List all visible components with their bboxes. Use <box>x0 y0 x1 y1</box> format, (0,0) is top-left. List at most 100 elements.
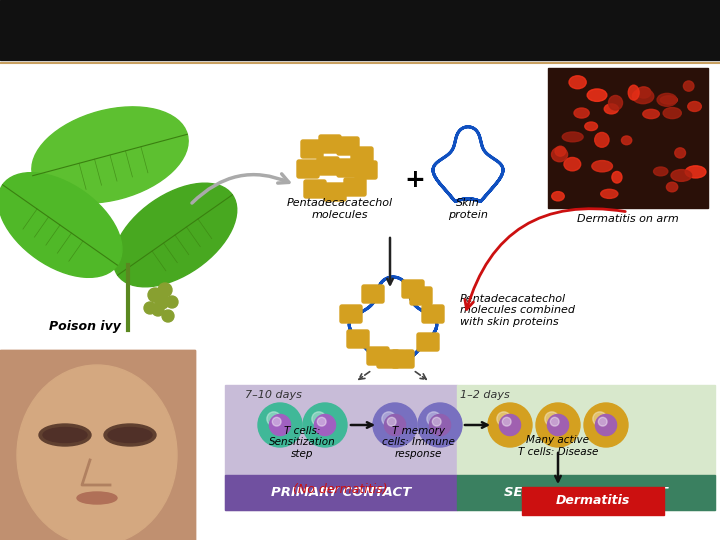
Ellipse shape <box>108 428 152 442</box>
FancyBboxPatch shape <box>522 487 664 515</box>
Circle shape <box>272 417 281 426</box>
FancyBboxPatch shape <box>337 159 359 177</box>
Circle shape <box>500 414 521 436</box>
Ellipse shape <box>32 107 188 203</box>
Bar <box>457 385 715 510</box>
Text: T cells:
Sensitization
step: T cells: Sensitization step <box>269 426 336 459</box>
Bar <box>225 475 457 510</box>
Circle shape <box>384 414 405 436</box>
Circle shape <box>593 412 607 426</box>
Bar <box>548 68 708 208</box>
Ellipse shape <box>0 173 122 278</box>
Text: Dermatitis on arm: Dermatitis on arm <box>577 214 679 224</box>
Text: +: + <box>405 168 426 192</box>
Ellipse shape <box>629 85 639 100</box>
FancyBboxPatch shape <box>367 347 389 365</box>
Ellipse shape <box>688 102 701 111</box>
Circle shape <box>387 417 396 426</box>
Ellipse shape <box>43 428 87 442</box>
Circle shape <box>429 414 451 436</box>
FancyBboxPatch shape <box>422 305 444 323</box>
Ellipse shape <box>675 148 685 158</box>
Ellipse shape <box>552 192 564 201</box>
Circle shape <box>550 417 559 426</box>
Circle shape <box>488 403 532 447</box>
Ellipse shape <box>588 89 607 102</box>
Ellipse shape <box>643 109 660 119</box>
FancyBboxPatch shape <box>402 280 424 298</box>
Circle shape <box>148 288 162 302</box>
FancyBboxPatch shape <box>344 178 366 196</box>
Ellipse shape <box>574 108 589 118</box>
Circle shape <box>162 310 174 322</box>
Circle shape <box>547 414 569 436</box>
FancyBboxPatch shape <box>347 330 369 348</box>
Ellipse shape <box>657 93 677 106</box>
Bar <box>0 350 195 540</box>
FancyBboxPatch shape <box>362 285 384 303</box>
FancyArrowPatch shape <box>192 174 289 203</box>
Ellipse shape <box>564 158 581 171</box>
Ellipse shape <box>600 190 618 198</box>
Ellipse shape <box>608 96 623 110</box>
Circle shape <box>536 403 580 447</box>
FancyBboxPatch shape <box>337 137 359 155</box>
Ellipse shape <box>671 170 692 181</box>
Ellipse shape <box>552 147 567 161</box>
Ellipse shape <box>612 172 622 183</box>
Circle shape <box>267 412 281 426</box>
Ellipse shape <box>77 492 117 504</box>
Ellipse shape <box>595 132 609 147</box>
Bar <box>225 385 457 510</box>
Text: SECONDARY CONTACT: SECONDARY CONTACT <box>504 487 668 500</box>
Circle shape <box>158 283 172 297</box>
Ellipse shape <box>592 160 613 172</box>
Text: Many active
T cells: Disease: Many active T cells: Disease <box>518 435 598 457</box>
Circle shape <box>258 403 302 447</box>
Text: Pentadecacatechol
molecules combined
with skin proteins: Pentadecacatechol molecules combined wit… <box>460 294 575 327</box>
Text: Poison ivy: Poison ivy <box>49 320 121 333</box>
Ellipse shape <box>585 122 598 131</box>
FancyBboxPatch shape <box>324 183 346 201</box>
FancyBboxPatch shape <box>304 180 326 198</box>
Circle shape <box>312 412 326 426</box>
FancyBboxPatch shape <box>297 160 319 178</box>
Ellipse shape <box>685 166 706 178</box>
FancyBboxPatch shape <box>410 287 432 305</box>
FancyBboxPatch shape <box>351 147 373 165</box>
Ellipse shape <box>39 424 91 446</box>
Bar <box>0 350 195 540</box>
Circle shape <box>595 414 616 436</box>
FancyBboxPatch shape <box>417 333 439 351</box>
Ellipse shape <box>113 183 237 287</box>
Text: 1–2 days: 1–2 days <box>460 390 510 400</box>
Text: PRIMARY CONTACT: PRIMARY CONTACT <box>271 487 411 500</box>
Ellipse shape <box>621 136 631 145</box>
FancyBboxPatch shape <box>319 135 341 153</box>
Circle shape <box>382 412 396 426</box>
Ellipse shape <box>604 104 618 114</box>
Ellipse shape <box>667 182 678 192</box>
Text: T memory
cells: Immune
response: T memory cells: Immune response <box>382 426 454 459</box>
Circle shape <box>373 403 417 447</box>
FancyBboxPatch shape <box>317 157 339 175</box>
FancyBboxPatch shape <box>301 140 323 158</box>
Circle shape <box>166 296 178 308</box>
Ellipse shape <box>654 167 668 176</box>
FancyBboxPatch shape <box>340 305 362 323</box>
Text: Pentadecacatechol
molecules: Pentadecacatechol molecules <box>287 198 393 220</box>
Text: Skin
protein: Skin protein <box>448 198 488 220</box>
Circle shape <box>315 414 336 436</box>
Circle shape <box>318 417 326 426</box>
Ellipse shape <box>17 365 177 540</box>
Ellipse shape <box>636 87 651 98</box>
Text: (No dermatitis): (No dermatitis) <box>293 483 387 496</box>
Circle shape <box>418 403 462 447</box>
FancyBboxPatch shape <box>355 161 377 179</box>
Ellipse shape <box>104 424 156 446</box>
Ellipse shape <box>562 132 583 142</box>
FancyBboxPatch shape <box>392 350 414 368</box>
Circle shape <box>155 295 169 309</box>
Circle shape <box>584 403 628 447</box>
Text: 7–10 days: 7–10 days <box>245 390 302 400</box>
